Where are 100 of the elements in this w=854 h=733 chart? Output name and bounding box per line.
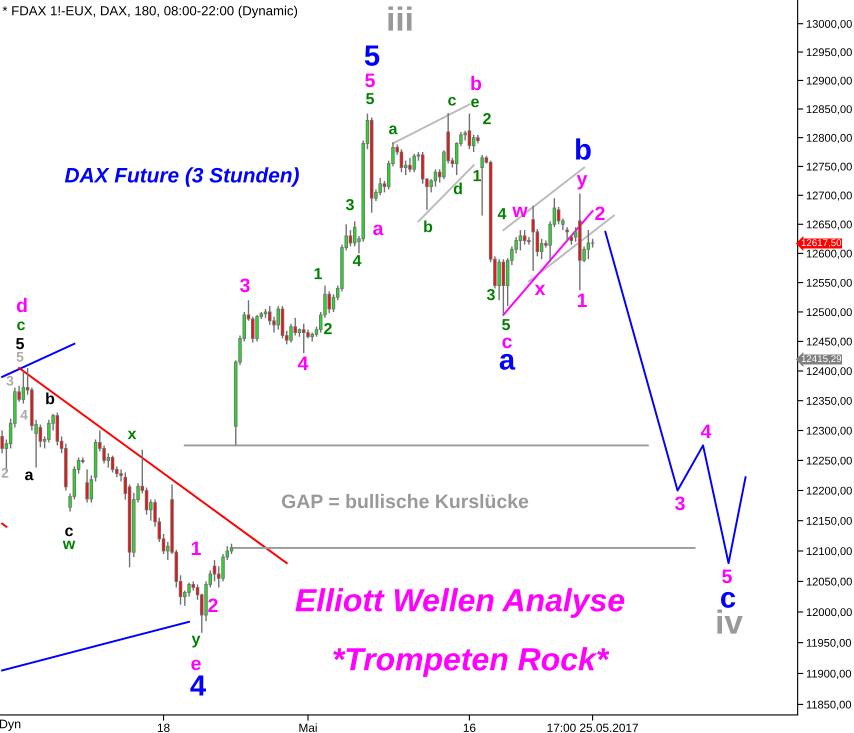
annotation: iv (717, 609, 743, 634)
candlestick (22, 370, 26, 404)
candlestick (480, 154, 484, 216)
candlestick (522, 229, 526, 246)
candlestick (502, 258, 506, 316)
annotation: *Trompeten Rock* (333, 647, 610, 677)
candlestick (268, 305, 272, 326)
annotation: a (25, 472, 34, 480)
annotation: 5 (722, 570, 732, 584)
y-tick-label: 12700,00 (806, 192, 852, 201)
x-tick-label: Mai (299, 723, 317, 732)
y-tick-label: 12900,00 (806, 76, 852, 86)
line-series (604, 230, 747, 564)
chart-title: * FDAX 1!-EUX, DAX, 180, 08:00-22:00 (Dynamic) (2, 6, 298, 18)
annotation: 3 (6, 376, 14, 386)
candlestick (590, 238, 594, 248)
text: Dyn (0, 720, 20, 731)
annotation: 5 (366, 93, 374, 104)
annotation: y (192, 636, 200, 648)
y-tick-label: 12750,00 (806, 162, 852, 172)
y-tick-label: 12950,00 (806, 48, 852, 58)
annotation: 2 (2, 468, 8, 478)
y-tick-label: 12350,00 (806, 396, 852, 406)
annotation: b (424, 220, 432, 232)
candlestick (468, 112, 472, 150)
candlestick (348, 229, 352, 248)
annotation: 5 (365, 74, 375, 88)
y-tick-label: 11900,00 (806, 670, 852, 679)
annotation: 4 (700, 424, 712, 438)
annotation: 4 (352, 255, 362, 266)
y-tick-label: 12800,00 (806, 134, 852, 144)
annotation: 2 (324, 322, 332, 334)
annotation: e (471, 98, 479, 108)
candlestick (497, 258, 501, 301)
candlestick (518, 229, 522, 252)
y-tick-label: 12650,00 (806, 220, 852, 230)
candlestick (302, 323, 306, 354)
candlestick (565, 226, 569, 242)
candlestick (187, 582, 191, 598)
y-tick-label: 12150,00 (806, 516, 852, 526)
y-tick-label: 12400,00 (806, 367, 852, 376)
annotation: c (65, 528, 73, 536)
y-tick-label: 12250,00 (806, 456, 852, 466)
annotation: c (721, 592, 736, 608)
text: 12617,50 (802, 239, 842, 248)
annotation: d (16, 298, 27, 312)
annotation: 4 (190, 675, 206, 696)
annotation: a (373, 224, 384, 236)
annotation: b (46, 392, 54, 404)
annotation: x (128, 430, 136, 440)
annotation: c (448, 96, 456, 106)
candlestick (400, 148, 404, 173)
annotation: w (62, 540, 76, 550)
annotation: 3 (346, 198, 354, 210)
y-tick-label: 12850,00 (806, 105, 852, 114)
annotation: DAX Future (3 Stunden) (64, 167, 299, 187)
annotation: 2 (483, 112, 491, 124)
x-tick-label: 17:00 25.05.2017 (548, 724, 638, 732)
candlestick (85, 468, 89, 504)
annotation: 1 (192, 542, 201, 556)
annotation: 2 (595, 206, 605, 220)
annotation: e (191, 660, 201, 670)
candlestick (192, 580, 196, 592)
candlestick (102, 444, 106, 464)
candlestick (472, 134, 476, 153)
y-tick-label: 11850,00 (806, 700, 852, 710)
annotation: 2 (208, 598, 218, 612)
candlestick (110, 454, 114, 474)
annotation: c (502, 338, 512, 348)
annotation: 5 (364, 45, 380, 66)
y-tick-label: 12000,00 (806, 608, 852, 618)
annotation: b (471, 76, 482, 90)
candlestick (378, 177, 382, 196)
annotation: 5 (16, 338, 24, 350)
candlestick (251, 316, 254, 344)
annotation: 5 (16, 352, 24, 362)
y-tick-label: 12300,00 (806, 426, 852, 436)
y-tick-label: 11950,00 (806, 638, 852, 648)
y-tick-label: 12600,00 (806, 250, 852, 259)
annotation: GAP = bullische Kurslücke (282, 494, 528, 508)
annotation: a (389, 126, 398, 134)
candlestick (586, 229, 590, 260)
x-tick-label: 16 (464, 724, 476, 732)
annotation: 4 (20, 410, 28, 420)
y-tick-label: 12100,00 (806, 547, 852, 556)
annotation: 1 (314, 268, 322, 280)
y-tick-label: 12450,00 (806, 338, 852, 347)
annotation: 1 (578, 294, 587, 308)
y-tick-label: 12050,00 (806, 578, 852, 587)
annotation: 4 (298, 356, 308, 370)
y-tick-label: 12500,00 (806, 308, 852, 318)
candlestick (352, 220, 356, 248)
candlestick (531, 205, 535, 272)
annotation: 3 (486, 288, 495, 300)
x-tick-label: 18 (158, 724, 170, 732)
annotation: w (512, 206, 528, 218)
annotation: 5 (502, 319, 510, 330)
annotation: c (17, 322, 25, 330)
annotation: x (534, 284, 546, 296)
annotation: iii (388, 6, 412, 31)
